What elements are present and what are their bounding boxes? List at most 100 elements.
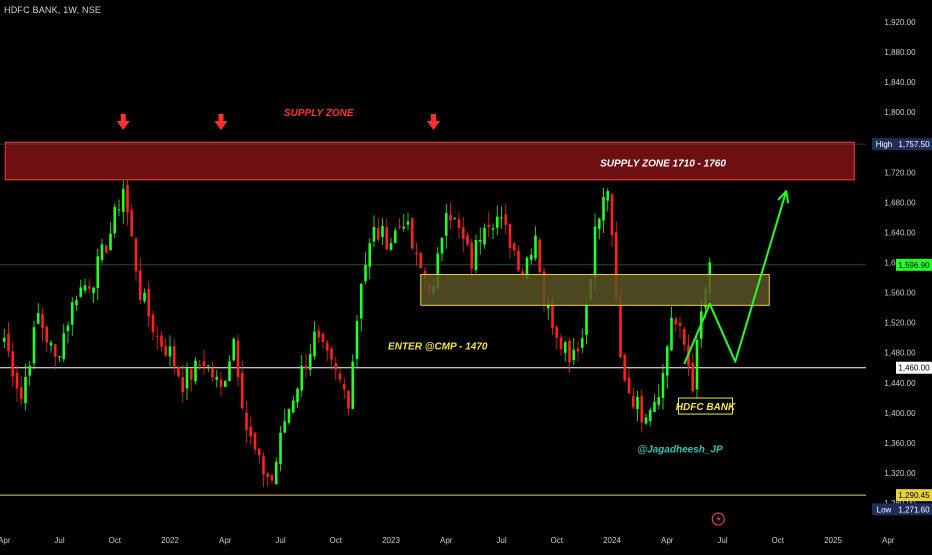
candle-body — [19, 387, 23, 400]
candle-body — [338, 373, 342, 380]
candle-body — [546, 303, 550, 309]
candle-body — [351, 361, 355, 410]
candle-body — [444, 213, 448, 236]
chart-annotation: SUPPLY ZONE — [284, 108, 354, 119]
candle-body — [130, 209, 134, 237]
y-tick-label: 1,840.00 — [884, 78, 916, 87]
candle-body — [623, 354, 627, 381]
candle-body — [87, 286, 91, 289]
candle-body — [70, 302, 74, 325]
candle-body — [177, 367, 180, 377]
candle-body — [674, 318, 678, 325]
candle-body — [134, 238, 138, 272]
candle-body — [355, 320, 359, 360]
candle-body — [512, 243, 516, 251]
candle-body — [266, 473, 270, 477]
candle-body — [202, 361, 206, 367]
candle-body — [219, 379, 223, 387]
candle-body — [631, 396, 635, 408]
x-tick-label: Oct — [551, 536, 564, 545]
price-label-text: 1,460.00 — [898, 364, 930, 373]
candle-body — [504, 214, 508, 225]
candle-body — [334, 363, 338, 370]
price-tag-text: High — [876, 140, 892, 149]
candle-body — [610, 194, 614, 236]
candle-body — [24, 376, 27, 403]
candle-body — [453, 217, 457, 219]
candle-body — [66, 325, 70, 332]
candle-body — [580, 338, 584, 348]
y-tick-label: 1,320.00 — [884, 469, 916, 478]
candle-body — [28, 365, 32, 376]
candle-body — [113, 207, 117, 234]
price-label-text: 1,596.90 — [898, 261, 930, 270]
candle-body — [308, 354, 312, 370]
symbol-label-text: HDFC BANK — [676, 402, 736, 413]
candle-body — [478, 239, 482, 242]
candle-body — [602, 196, 605, 221]
candle-body — [398, 226, 401, 228]
down-arrow-icon — [214, 114, 228, 130]
candle-body — [245, 412, 248, 430]
candle-body — [644, 417, 648, 424]
candle-body — [470, 242, 474, 269]
candle-body — [58, 356, 61, 358]
candle-body — [155, 335, 159, 337]
candle-body — [253, 432, 257, 450]
candle-body — [436, 253, 440, 289]
candle-body — [151, 314, 155, 333]
candle-body — [11, 351, 15, 377]
candle-body — [691, 363, 695, 392]
candle-body — [457, 219, 461, 228]
candle-body — [525, 257, 529, 278]
candle-body — [296, 388, 299, 403]
candle-body — [189, 369, 193, 380]
candle-body — [36, 313, 40, 324]
candle-body — [449, 214, 452, 221]
y-tick-label: 1,560.00 — [884, 289, 916, 298]
lightning-glyph — [716, 515, 721, 523]
candle-body — [185, 368, 189, 389]
candle-body — [359, 283, 363, 319]
x-tick-label: Jul — [54, 536, 64, 545]
candle-body — [619, 297, 622, 358]
candle-body — [41, 314, 44, 329]
candle-body — [347, 390, 350, 409]
lightning-icon — [711, 512, 725, 526]
candle-body — [483, 227, 486, 245]
candle-body — [206, 365, 210, 367]
price-label-text: 1,757.50 — [898, 140, 930, 149]
candle-body — [364, 264, 367, 282]
candle-body — [389, 243, 393, 250]
price-label-bg — [896, 489, 932, 502]
y-tick-label: 1,520.00 — [884, 319, 916, 328]
price-tag-text: Low — [877, 505, 892, 514]
candle-body — [508, 223, 512, 248]
candle-body — [551, 299, 554, 329]
candle-body — [138, 270, 142, 300]
candle-body — [627, 377, 631, 394]
candle-body — [461, 227, 465, 239]
candle-body — [270, 474, 274, 481]
candle-body — [143, 292, 146, 302]
candle-body — [249, 426, 253, 437]
candle-body — [45, 326, 49, 343]
candle-body — [228, 361, 231, 382]
candle-body — [517, 250, 520, 271]
chart-annotation: SUPPLY ZONE 1710 - 1760 — [600, 158, 726, 169]
candle-body — [117, 209, 121, 211]
candle-body — [376, 228, 380, 240]
candle-body — [211, 368, 214, 378]
candle-body — [372, 227, 376, 242]
y-tick-label: 1,360.00 — [884, 439, 916, 448]
candle-body — [15, 372, 19, 389]
candle-body — [606, 191, 610, 201]
candle-body — [325, 342, 329, 351]
candle-body — [198, 364, 202, 366]
candle-body — [563, 342, 567, 353]
candle-body — [121, 189, 125, 212]
candle-body — [79, 287, 83, 297]
x-tick-label: Oct — [772, 536, 785, 545]
